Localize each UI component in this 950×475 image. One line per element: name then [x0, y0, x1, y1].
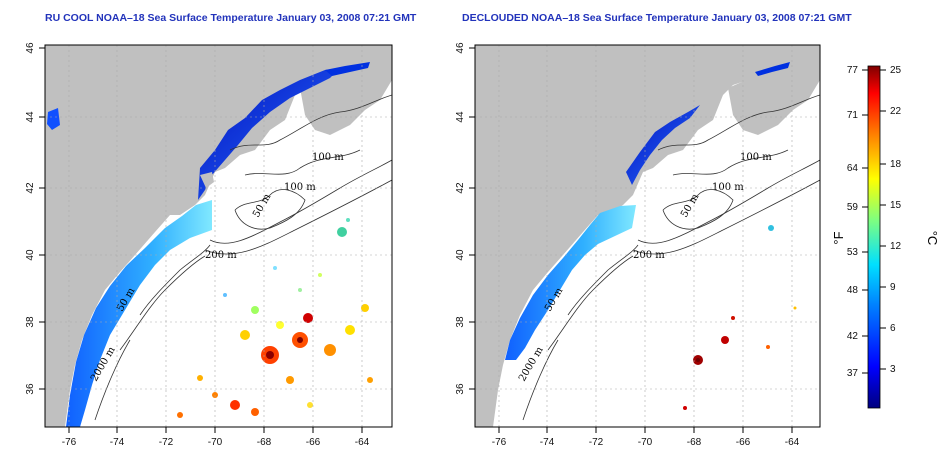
sst-offshore-patches-left: [177, 218, 373, 418]
colorbar-f-tick: 71: [847, 110, 859, 121]
sst-gulf-of-maine-right: [626, 105, 700, 185]
panel-title-declouded: DECLOUDED NOAA–18 Sea Surface Temperatur…: [462, 12, 852, 24]
grid-left: [45, 45, 392, 427]
colorbar-f-tick: 37: [847, 368, 859, 379]
colorbar-c-tick: 12: [890, 241, 902, 252]
land-mass-right: [475, 45, 820, 427]
x-tick-label: -68: [257, 437, 272, 448]
colorbar-f-tick: 53: [847, 247, 859, 258]
contour-label-100m-a: 100 m: [312, 152, 344, 163]
x-tick-label: -76: [62, 437, 77, 448]
sst-shelf-left: [66, 200, 212, 427]
contour-label-100m-b: 100 m: [712, 182, 744, 193]
contour-label-200m: 200 m: [205, 250, 237, 261]
colorbar-celsius-label: °C: [925, 231, 940, 246]
colorbar-f-tick: 48: [847, 285, 859, 296]
map-border-left: [44, 44, 393, 428]
colorbar-c-tick: 18: [890, 159, 902, 170]
colorbar-f-tick: 64: [847, 163, 859, 174]
y-tick-label: 36: [25, 383, 36, 395]
contour-label-200m: 200 m: [633, 250, 665, 261]
bathymetry-contours-right: [522, 94, 820, 421]
x-tick-label: -72: [159, 437, 174, 448]
x-tick-label: -70: [638, 437, 653, 448]
sst-nova-scotia-edge-left: [325, 62, 370, 76]
x-tick-label: -66: [736, 437, 751, 448]
colorbar: 77 71 64 59 53 48 42 37 25 22 18 15 12 9…: [831, 65, 940, 409]
y-tick-label: 46: [25, 42, 36, 54]
y-tick-label: 38: [455, 316, 466, 328]
x-axis-left: -76 -74 -72 -70 -68 -66 -64: [62, 427, 370, 448]
y-tick-label: 36: [455, 383, 466, 395]
y-tick-label: 40: [25, 249, 36, 261]
x-tick-label: -68: [687, 437, 702, 448]
map-panel-declouded: 100 m 100 m 50 m 200 m 50 m 2000 m: [455, 42, 821, 448]
x-tick-label: -70: [208, 437, 223, 448]
y-tick-label: 42: [25, 182, 36, 194]
colorbar-c-tick: 3: [890, 364, 896, 375]
sst-gulf-of-maine-left: [198, 68, 340, 200]
colorbar-c-tick: 22: [890, 106, 902, 117]
y-tick-label: 44: [25, 111, 36, 123]
colorbar-c-tick: 6: [890, 323, 896, 334]
x-tick-label: -76: [492, 437, 507, 448]
x-tick-label: -74: [540, 437, 555, 448]
colorbar-c-tick: 15: [890, 200, 902, 211]
x-tick-label: -64: [785, 437, 800, 448]
y-tick-label: 42: [455, 182, 466, 194]
map-border-right: [474, 44, 821, 428]
sst-maine-coast-left: [47, 108, 60, 130]
y-tick-label: 46: [455, 42, 466, 54]
colorbar-c-tick: 25: [890, 65, 902, 76]
y-tick-label: 40: [455, 249, 466, 261]
colorbar-f-tick: 59: [847, 202, 859, 213]
x-axis-right: -76 -74 -72 -70 -68 -66 -64: [492, 427, 800, 448]
land-nova-scotia-left: [300, 66, 392, 135]
contour-label-100m-a: 100 m: [740, 152, 772, 163]
cape-cod-left: [200, 172, 214, 188]
grid-right: [475, 45, 820, 427]
x-tick-label: -64: [355, 437, 370, 448]
x-tick-label: -66: [306, 437, 321, 448]
contour-label-100m-b: 100 m: [284, 182, 316, 193]
colorbar-f-tick: 77: [847, 65, 859, 76]
sst-shelf-right: [505, 205, 636, 360]
colorbar-gradient: [867, 65, 881, 409]
y-axis-left: 36 38 40 42 44 46: [25, 42, 45, 395]
sst-nova-scotia-edge-right: [755, 62, 790, 76]
panel-title-raw: RU COOL NOAA–18 Sea Surface Temperature …: [45, 12, 417, 24]
colorbar-fahrenheit-label: °F: [831, 231, 846, 244]
y-tick-label: 44: [455, 111, 466, 123]
x-tick-label: -74: [110, 437, 125, 448]
map-panel-raw: 100 m 100 m 50 m 200 m 50 m 2000 m: [25, 42, 393, 448]
colorbar-c-tick: 9: [890, 282, 896, 293]
colorbar-f-tick: 42: [847, 331, 859, 342]
land-mass-left: [45, 45, 392, 427]
land-nova-scotia-right: [728, 66, 820, 135]
y-axis-right: 36 38 40 42 44 46: [455, 42, 475, 395]
sst-offshore-patches-right: [683, 225, 797, 410]
bathymetry-contours-left: [94, 94, 392, 421]
x-tick-label: -72: [589, 437, 604, 448]
y-tick-label: 38: [25, 316, 36, 328]
